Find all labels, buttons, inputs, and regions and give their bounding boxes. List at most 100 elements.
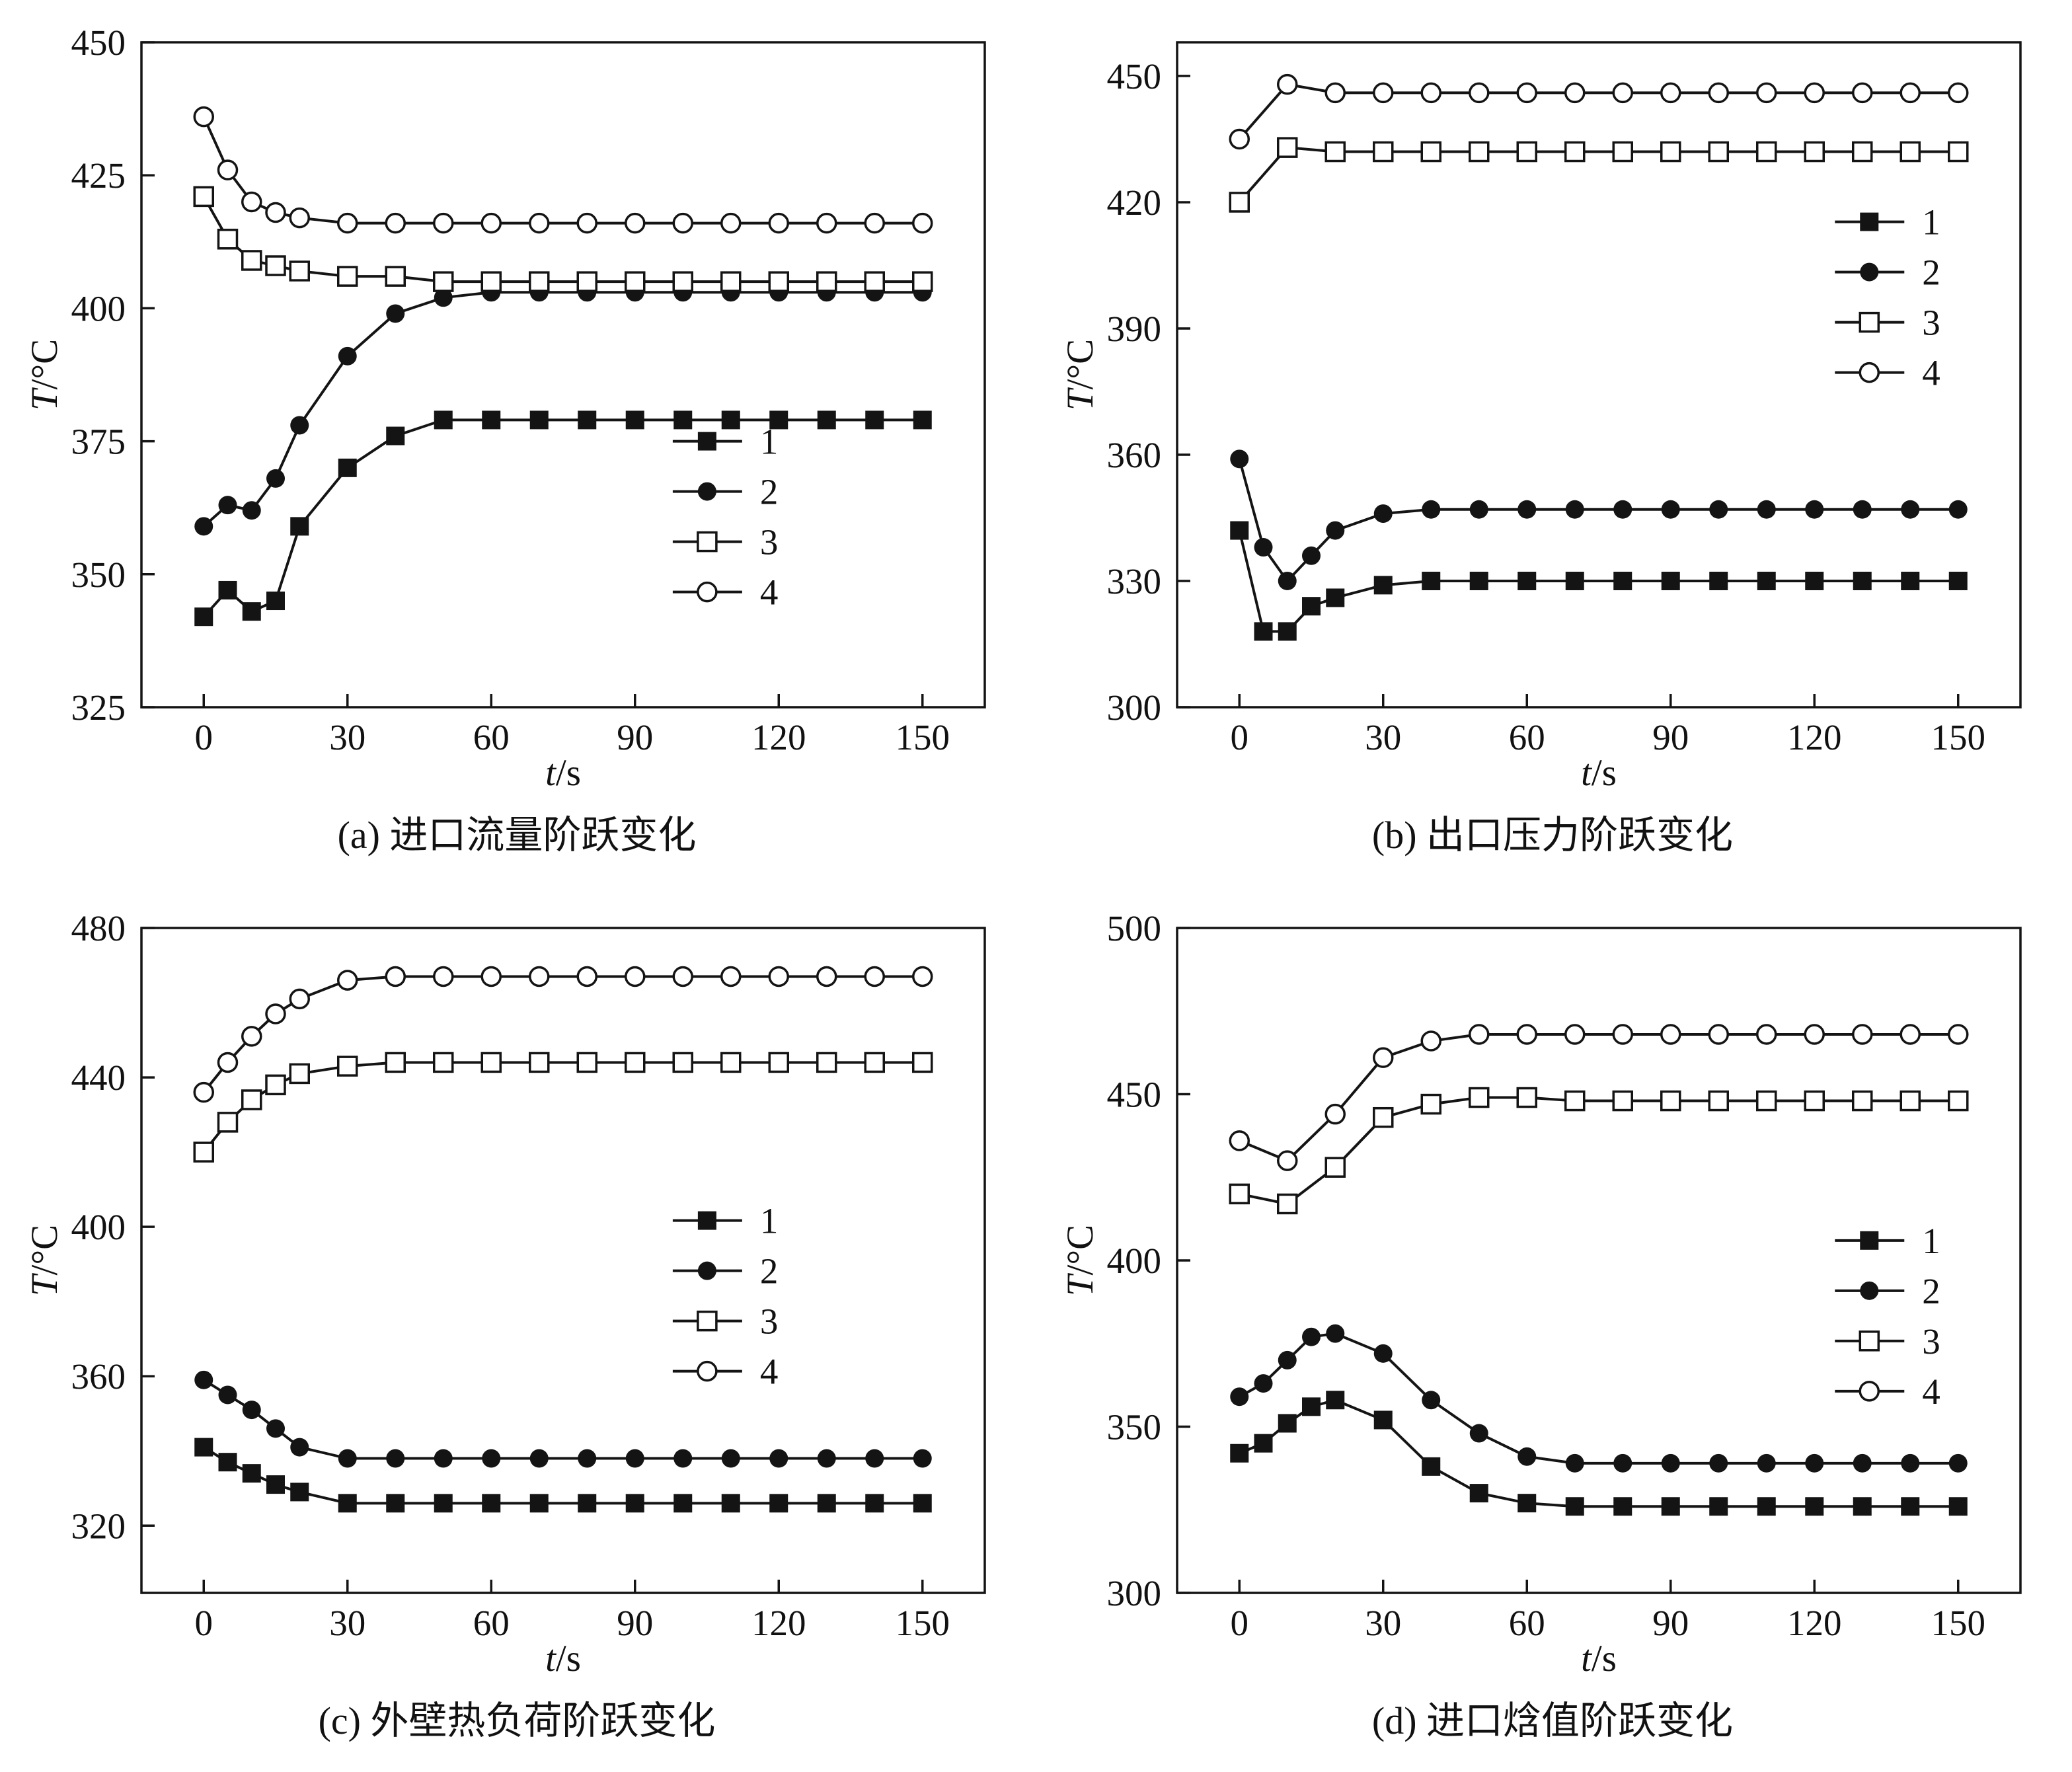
y-tick-label: 400 — [71, 288, 126, 328]
y-tick-label: 390 — [1107, 309, 1162, 349]
y-tick-label: 320 — [71, 1506, 126, 1546]
x-tick-label: 0 — [1231, 1603, 1249, 1643]
y-tick-label: 300 — [1107, 687, 1162, 728]
svg-text:t/s: t/s — [545, 1638, 581, 1679]
legend-label: 2 — [1922, 252, 1940, 293]
x-tick-label: 90 — [1652, 717, 1689, 757]
series-1 — [194, 1438, 932, 1513]
y-tick-label: 350 — [1107, 1407, 1162, 1447]
series-4 — [193, 106, 933, 234]
series-2-line — [202, 291, 923, 527]
panel-b: 300 330 360 390 420 450 0 30 60 90 120 150 t/s T/°C 1 2… — [1036, 0, 2072, 886]
x-tick-label: 120 — [751, 717, 806, 757]
svg-text:t/s: t/s — [1581, 752, 1617, 794]
svg-text:T/°C: T/°C — [1059, 1225, 1101, 1296]
svg-text:T/°C: T/°C — [24, 339, 65, 410]
y-tick-label: 360 — [1107, 435, 1162, 475]
axes: 300 330 360 390 420 450 0 30 60 90 120 150 t/s T/°C — [1059, 41, 2022, 794]
legend: 1 2 3 4 — [672, 422, 779, 613]
y-tick-label: 330 — [1107, 561, 1162, 601]
series-3 — [193, 1052, 933, 1163]
x-tick-label: 90 — [1652, 1603, 1689, 1643]
series-3-line — [1239, 1096, 1958, 1206]
series-2-line — [203, 1379, 923, 1460]
series-2 — [194, 283, 932, 536]
x-tick-label: 90 — [617, 1603, 653, 1643]
series-2-line — [1238, 458, 1958, 584]
series-4-line — [202, 975, 923, 1093]
legend-label: 4 — [1922, 1371, 1940, 1412]
y-tick-label: 400 — [1107, 1241, 1162, 1281]
y-tick-label: 440 — [71, 1058, 126, 1098]
series-3-line — [202, 1061, 923, 1153]
x-tick-label: 120 — [1787, 717, 1842, 757]
x-tick-label: 60 — [473, 717, 510, 757]
legend-label: 1 — [760, 1201, 779, 1241]
x-tick-label: 150 — [1931, 1603, 1986, 1643]
y-tick-label: 450 — [1107, 56, 1162, 96]
y-tick-label: 350 — [71, 555, 126, 595]
series-4-line — [1239, 1032, 1958, 1163]
y-tick-label: 325 — [71, 687, 126, 728]
legend: 1 2 3 4 — [672, 1201, 779, 1392]
y-tick-label: 450 — [71, 28, 126, 63]
chart-c: 320 360 400 440 480 0 30 60 90 120 150 t/s T/°C 1 2 3 4 — [24, 913, 986, 1679]
chart-a: 325 350 375 400 425 450 0 30 60 90 120 150 t/s T/°C 1 2… — [24, 28, 986, 794]
legend-label: 4 — [760, 1352, 779, 1392]
series-1-line — [1239, 1399, 1958, 1508]
legend-label: 4 — [1922, 353, 1940, 393]
legend-label: 1 — [1922, 202, 1940, 243]
y-tick-label: 500 — [1107, 913, 1162, 948]
caption-b: (b) 出口压力阶跃变化 — [1371, 814, 1734, 857]
series-1-line — [202, 418, 923, 618]
legend-label: 3 — [760, 522, 779, 562]
series-3 — [193, 186, 933, 292]
series-1-line — [203, 1445, 923, 1505]
legend-label: 3 — [1922, 1321, 1940, 1362]
x-tick-label: 60 — [1509, 717, 1545, 757]
x-tick-label: 90 — [617, 717, 653, 757]
series-1 — [1230, 1391, 1968, 1516]
x-tick-label: 150 — [896, 717, 950, 757]
y-tick-label: 425 — [71, 155, 126, 196]
axes: 300 350 400 450 500 0 30 60 90 120 150 t/s T/°C — [1059, 913, 2022, 1679]
series-2 — [1230, 449, 1968, 590]
series-4-line — [202, 116, 923, 225]
legend-label: 3 — [1922, 303, 1940, 343]
series-1 — [1230, 521, 1968, 641]
y-tick-label: 480 — [71, 913, 126, 948]
series-2 — [194, 1370, 932, 1468]
panel-a: 325 350 375 400 425 450 0 30 60 90 120 150 t/s T/°C 1 2… — [0, 0, 1036, 886]
series-4-line — [1238, 83, 1958, 140]
y-tick-label: 420 — [1107, 182, 1162, 223]
series-3-line — [1238, 146, 1958, 204]
series-2-line — [1239, 1332, 1958, 1465]
x-tick-label: 150 — [1931, 717, 1986, 757]
legend-label: 2 — [760, 1251, 779, 1291]
series-3 — [1229, 137, 1969, 213]
y-tick-label: 360 — [71, 1356, 126, 1397]
series-4 — [1229, 1024, 1969, 1171]
series-4 — [193, 966, 933, 1103]
y-tick-label: 450 — [1107, 1075, 1162, 1115]
series-1-line — [1238, 530, 1958, 633]
series-3 — [1229, 1087, 1969, 1215]
x-tick-label: 0 — [195, 1603, 213, 1643]
x-tick-label: 60 — [473, 1603, 510, 1643]
y-tick-label: 300 — [1107, 1573, 1162, 1613]
panel-c: 320 360 400 440 480 0 30 60 90 120 150 t/s T/°C 1 2 3 4 … — [0, 886, 1036, 1772]
caption-d: (d) 进口焓值阶跃变化 — [1371, 1699, 1734, 1742]
chart-d: 300 350 400 450 500 0 30 60 90 120 150 t/s T/°C 1 2 3 4 — [1059, 913, 2022, 1679]
x-tick-label: 0 — [195, 717, 213, 757]
x-tick-label: 150 — [896, 1603, 950, 1643]
y-tick-label: 400 — [71, 1207, 126, 1247]
legend-label: 1 — [760, 422, 779, 462]
series-1 — [194, 410, 932, 627]
caption-c: (c) 外壁热负荷阶跃变化 — [318, 1699, 716, 1742]
x-tick-label: 30 — [1365, 717, 1401, 757]
svg-text:t/s: t/s — [545, 752, 581, 794]
series-3-line — [202, 196, 923, 284]
x-tick-label: 0 — [1231, 717, 1249, 757]
axes: 320 360 400 440 480 0 30 60 90 120 150 t/s T/°C — [24, 913, 986, 1679]
